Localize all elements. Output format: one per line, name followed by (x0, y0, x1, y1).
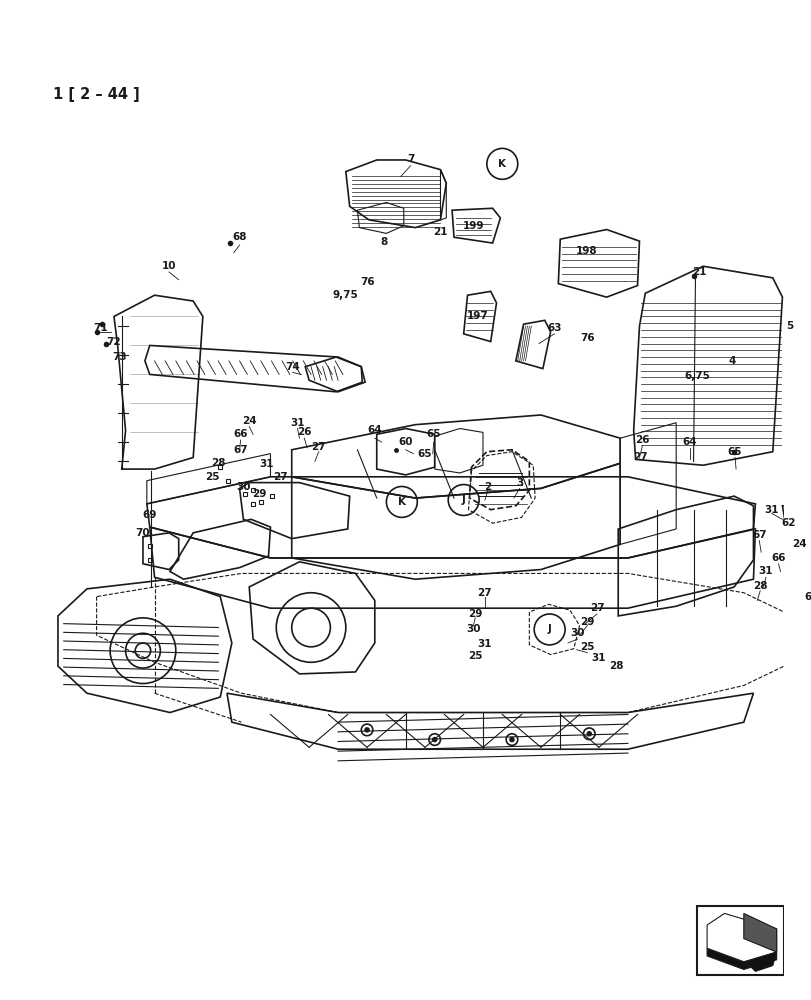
Text: 60: 60 (398, 437, 413, 447)
FancyBboxPatch shape (697, 906, 783, 975)
Text: 71: 71 (93, 323, 108, 333)
Text: 26: 26 (634, 435, 649, 445)
Text: 24: 24 (242, 416, 256, 426)
Text: 63: 63 (547, 323, 561, 333)
Text: 9,75: 9,75 (333, 290, 358, 300)
Text: 76: 76 (579, 333, 594, 343)
Text: 7: 7 (406, 154, 414, 164)
Text: 31: 31 (477, 639, 491, 649)
Text: 5: 5 (786, 321, 793, 331)
Text: 26: 26 (297, 427, 311, 437)
Circle shape (509, 738, 513, 741)
Circle shape (432, 738, 436, 741)
Text: 4: 4 (727, 356, 735, 366)
Text: 27: 27 (589, 603, 603, 613)
Text: 30: 30 (569, 628, 584, 638)
Text: 197: 197 (466, 311, 488, 321)
Text: 28: 28 (211, 458, 225, 468)
Text: 27: 27 (272, 472, 287, 482)
Text: 62: 62 (780, 518, 795, 528)
Text: 28: 28 (752, 581, 766, 591)
Text: 64: 64 (681, 437, 696, 447)
Text: 76: 76 (359, 277, 374, 287)
Text: 65: 65 (727, 447, 741, 457)
Text: 6,75: 6,75 (684, 371, 710, 381)
Text: 61: 61 (803, 592, 811, 602)
Text: 68: 68 (232, 232, 247, 242)
Text: 28: 28 (608, 661, 623, 671)
Text: 66: 66 (770, 553, 785, 563)
Text: J: J (461, 495, 465, 505)
Text: 31: 31 (259, 459, 273, 469)
Text: 3: 3 (516, 478, 522, 488)
Text: 25: 25 (579, 642, 594, 652)
Text: 25: 25 (467, 651, 482, 661)
Text: 29: 29 (467, 609, 482, 619)
Text: 10: 10 (161, 261, 176, 271)
Text: 21: 21 (691, 267, 706, 277)
Text: 29: 29 (251, 489, 266, 499)
Text: 67: 67 (233, 445, 247, 455)
Text: 67: 67 (751, 530, 766, 540)
Text: 8: 8 (380, 237, 388, 247)
Text: 73: 73 (113, 352, 127, 362)
Text: 27: 27 (633, 452, 647, 462)
Text: J: J (547, 624, 551, 634)
Text: 31: 31 (757, 566, 772, 576)
Text: 29: 29 (579, 617, 594, 627)
Text: 30: 30 (466, 624, 480, 634)
Text: 66: 66 (233, 429, 247, 439)
Polygon shape (743, 913, 775, 952)
Polygon shape (706, 948, 775, 969)
Text: 65: 65 (418, 449, 431, 459)
Text: 69: 69 (143, 510, 157, 520)
Text: 199: 199 (462, 221, 483, 231)
Text: 65: 65 (426, 429, 440, 439)
Text: 74: 74 (285, 362, 300, 372)
Text: K: K (498, 159, 506, 169)
Text: 21: 21 (433, 227, 447, 237)
Text: 27: 27 (311, 442, 326, 452)
Text: 31: 31 (290, 418, 304, 428)
Polygon shape (706, 913, 775, 962)
Text: 31: 31 (764, 505, 778, 515)
Text: 25: 25 (205, 472, 220, 482)
Circle shape (365, 728, 368, 732)
Polygon shape (744, 952, 775, 971)
Text: 1 [ 2 – 44 ]: 1 [ 2 – 44 ] (53, 87, 139, 102)
Circle shape (586, 732, 590, 736)
Text: 27: 27 (477, 588, 491, 598)
Text: 2: 2 (483, 482, 491, 492)
Text: K: K (397, 497, 406, 507)
Text: 31: 31 (591, 653, 605, 663)
Text: 64: 64 (367, 425, 382, 435)
Text: 70: 70 (135, 528, 150, 538)
Text: 72: 72 (106, 337, 121, 347)
Text: 30: 30 (236, 482, 251, 492)
Text: 198: 198 (575, 246, 596, 256)
Text: 24: 24 (792, 539, 806, 549)
